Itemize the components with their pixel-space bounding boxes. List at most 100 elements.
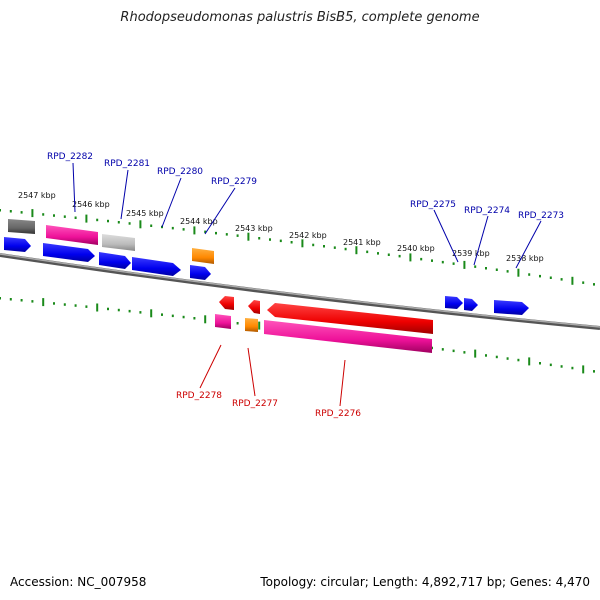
- ruler-tick-minor: [85, 305, 88, 308]
- gene-feature-blue-rpd2274[interactable]: [464, 298, 478, 311]
- gene-feature-blue-rpd2279[interactable]: [190, 265, 211, 280]
- ruler-label: 2538 kbp: [506, 254, 544, 263]
- gene-feature-orange-rpd2279[interactable]: [192, 248, 214, 264]
- ruler-tick-major: [139, 220, 142, 229]
- ruler-tick-minor: [495, 355, 498, 359]
- ruler-tick-major: [528, 357, 531, 366]
- ruler-tick-major: [582, 365, 585, 374]
- ruler-tick-minor: [387, 253, 390, 256]
- ruler-tick-minor: [377, 252, 379, 255]
- ruler-tick-minor: [549, 276, 552, 279]
- ruler-tick-minor: [171, 314, 174, 318]
- ruler-tick-minor: [31, 300, 34, 303]
- ruler-tick-minor: [560, 278, 563, 281]
- ruler-tick-minor: [463, 351, 466, 354]
- gene-label-rpd2275[interactable]: RPD_2275: [410, 200, 456, 210]
- gene-feature-blue-rpd2280[interactable]: [132, 257, 181, 276]
- ruler-tick-minor: [9, 298, 12, 301]
- ruler-tick-major: [517, 268, 520, 277]
- ruler-tick-minor: [0, 209, 1, 212]
- ruler-label: 2547 kbp: [18, 191, 56, 200]
- ruler-tick-major: [247, 232, 250, 241]
- gene-label-rpd2274[interactable]: RPD_2274: [464, 206, 510, 216]
- ruler-tick-minor: [63, 303, 66, 306]
- ruler-tick-major: [463, 260, 466, 269]
- gene-label-rpd2282[interactable]: RPD_2282: [47, 152, 93, 162]
- ruler-tick-major: [150, 309, 153, 318]
- ruler-label: 2544 kbp: [180, 217, 218, 226]
- ruler-tick-minor: [53, 214, 55, 217]
- ruler-tick-minor: [312, 243, 315, 247]
- ruler-tick-minor: [539, 274, 541, 278]
- gene-feature-red-rpd2277[interactable]: [248, 300, 260, 314]
- ruler-tick-minor: [117, 308, 120, 312]
- ruler-tick-major: [258, 321, 261, 330]
- ruler-tick-major: [85, 214, 88, 223]
- ruler-tick-minor: [431, 259, 433, 262]
- ruler-ticks-top: [0, 209, 595, 286]
- gene-feature-blue-rpd2282[interactable]: [43, 243, 95, 262]
- ruler-tick-minor: [506, 270, 509, 273]
- ruler-tick-minor: [74, 304, 77, 307]
- ruler-tick-major: [355, 246, 358, 255]
- ruler-tick-minor: [215, 231, 217, 235]
- ruler-tick-major: [571, 276, 574, 285]
- gene-feature-blue[interactable]: [4, 237, 31, 252]
- ruler-tick-minor: [128, 222, 131, 225]
- ruler-tick-minor: [474, 265, 477, 268]
- ruler-tick-minor: [323, 245, 325, 248]
- ruler-tick-minor: [485, 354, 487, 357]
- genome-summary-text: Topology: circular; Length: 4,892,717 bp…: [260, 575, 590, 589]
- gene-feature-red-rpd2276[interactable]: [267, 303, 433, 334]
- gene-feature-blue-rpd2281[interactable]: [99, 252, 131, 269]
- gene-label-rpd2280[interactable]: RPD_2280: [157, 167, 203, 177]
- ruler-tick-major: [474, 349, 477, 358]
- ruler-tick-major: [193, 226, 196, 235]
- ruler-tick-minor: [593, 370, 595, 373]
- map-title: Rhodopseudomonas palustris BisB5, comple…: [120, 10, 480, 25]
- ruler-tick-minor: [107, 219, 109, 223]
- ruler-tick-minor: [366, 250, 369, 254]
- gene-label-rpd2281[interactable]: RPD_2281: [104, 159, 150, 169]
- ruler-tick-minor: [171, 226, 174, 230]
- ruler-tick-minor: [344, 247, 347, 251]
- gene-feature-magenta-rpd2278[interactable]: [215, 314, 231, 329]
- ruler-tick-minor: [225, 233, 228, 236]
- ruler-tick-minor: [9, 210, 12, 213]
- ruler-tick-minor: [117, 221, 120, 224]
- gene-feature-blue-rpd2273[interactable]: [494, 300, 529, 315]
- ruler-tick-minor: [20, 299, 23, 302]
- gene-feature-blue-rpd2275[interactable]: [445, 296, 463, 309]
- ruler-tick-minor: [182, 228, 185, 231]
- gene-label-rpd2277[interactable]: RPD_2277: [232, 399, 278, 409]
- ruler-tick-major: [301, 239, 304, 248]
- ruler-tick-minor: [517, 358, 520, 362]
- ruler-tick-minor: [398, 254, 401, 258]
- gene-label-rpd2279[interactable]: RPD_2279: [211, 177, 257, 187]
- gene-label-rpd2276[interactable]: RPD_2276: [315, 409, 361, 419]
- gene-label-rpd2273[interactable]: RPD_2273: [518, 211, 564, 221]
- ruler-tick-minor: [107, 307, 109, 311]
- ruler-tick-minor: [539, 362, 541, 365]
- ruler-tick-minor: [236, 322, 239, 325]
- ruler-tick-minor: [139, 311, 142, 314]
- genome-backbone: [0, 253, 600, 330]
- ruler-tick-minor: [333, 246, 336, 249]
- gene-feature-gray-rpd2281[interactable]: [102, 234, 135, 251]
- gene-feature-orange-rpd2277[interactable]: [245, 318, 258, 332]
- gene-label-rpd2278[interactable]: RPD_2278: [176, 391, 222, 401]
- gene-feature-darkgray[interactable]: [8, 219, 35, 234]
- ruler-tick-minor: [571, 366, 574, 370]
- gene-feature-red-rpd2278[interactable]: [219, 296, 234, 310]
- ruler-tick-minor: [420, 257, 423, 261]
- gene-feature-magenta-rpd2276[interactable]: [264, 320, 432, 353]
- ruler-tick-minor: [182, 315, 185, 319]
- ruler-tick-minor: [96, 218, 99, 222]
- ruler-tick-minor: [42, 213, 45, 216]
- accession-text: Accession: NC_007958: [10, 575, 147, 589]
- gene-leaders-bottom: [199, 344, 346, 407]
- ruler-tick-minor: [528, 273, 531, 276]
- ruler-labels: 2547 kbp 2546 kbp 2545 kbp 2544 kbp 2543…: [18, 191, 544, 263]
- gene-feature-magenta-rpd2282[interactable]: [46, 225, 98, 245]
